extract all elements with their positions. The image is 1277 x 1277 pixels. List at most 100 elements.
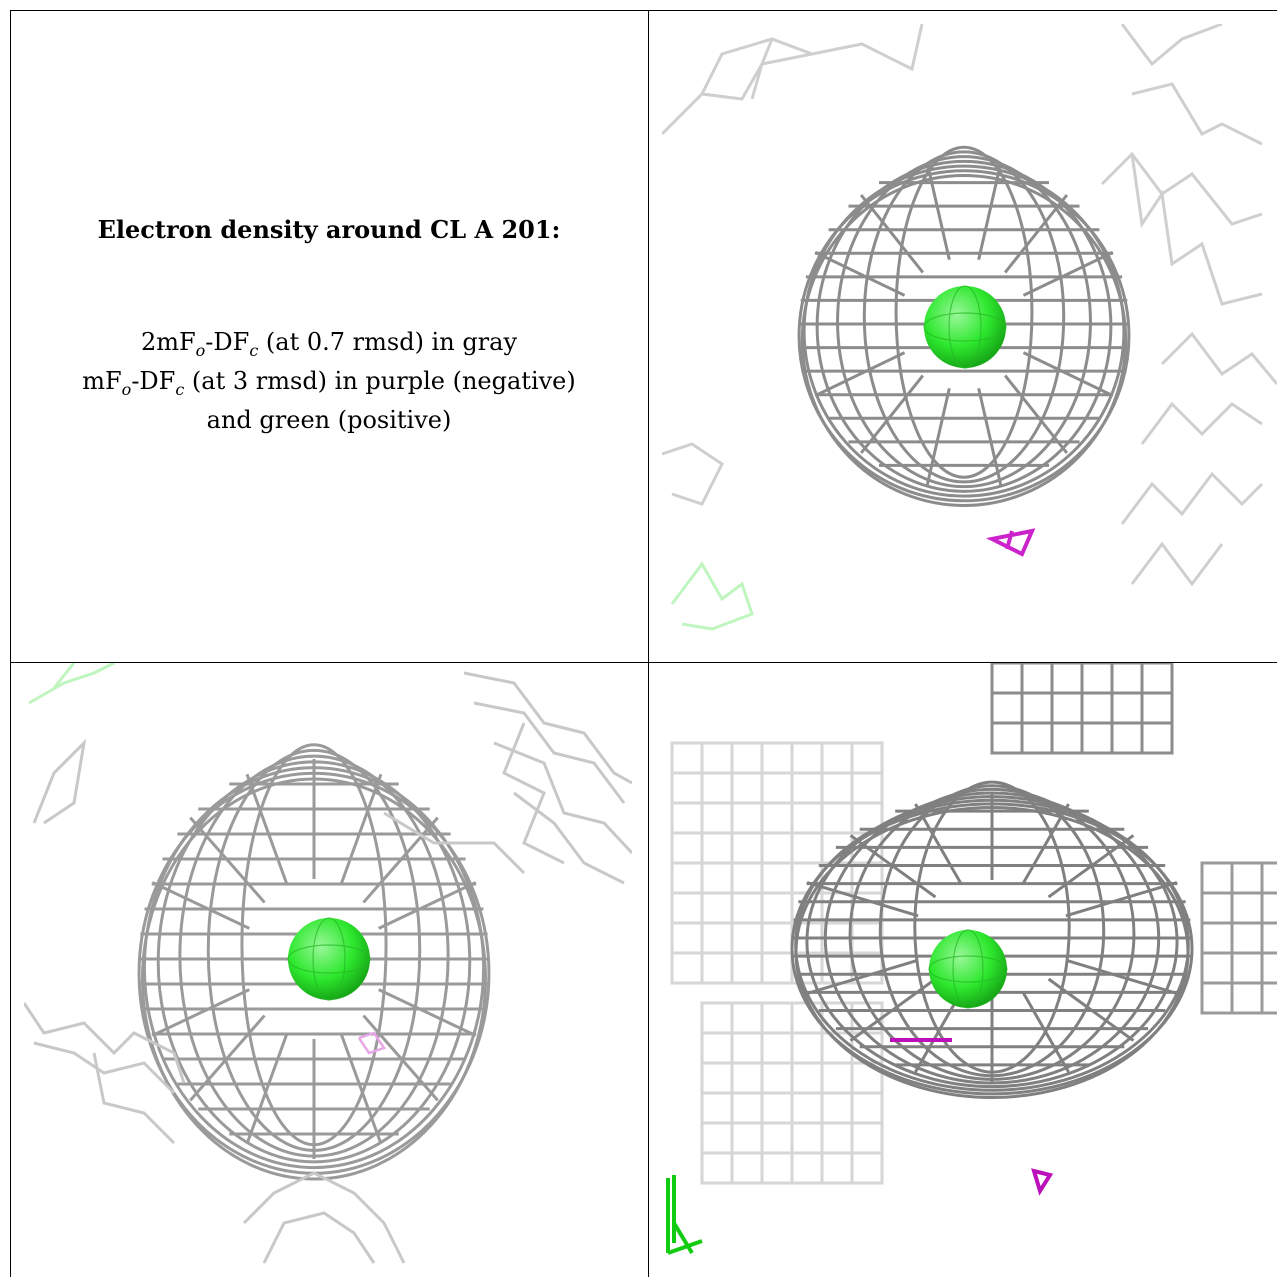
cage-strut <box>245 1032 289 1145</box>
background-grid-cell <box>760 921 794 955</box>
cage-strut <box>1022 251 1114 297</box>
density-panel-bottom-right <box>662 663 1277 1270</box>
background-grid-cell <box>700 891 734 925</box>
background-grid-cell <box>760 861 794 895</box>
background-grid-cell <box>850 1121 884 1155</box>
positive-density-bottom-right <box>666 1175 703 1255</box>
background-grid-cell <box>730 1001 764 1035</box>
positive-mesh-faint-bottom-left <box>28 663 115 705</box>
caption-line-1-sub-c: c <box>249 340 259 360</box>
cage-strut <box>189 1014 266 1102</box>
background-grid-cell <box>730 1031 764 1065</box>
background-grid-cell <box>1080 691 1114 725</box>
negative-mesh-faint-bottom-left <box>357 1031 386 1055</box>
atom-mesh-overlay-bottom-left <box>287 917 371 1001</box>
frame-middle-rule <box>648 10 649 1277</box>
density-panel-top-right <box>662 24 1277 640</box>
background-grid-cell <box>760 741 794 775</box>
mesh-svg-bottom-right <box>666 663 1277 1255</box>
mesh-svg-top-right <box>662 24 1277 631</box>
background-grid-cell <box>1020 663 1054 695</box>
background-grid-cell <box>1230 861 1264 895</box>
background-grid-cell <box>1020 691 1054 725</box>
caption-title: Electron density around CL A 201: <box>97 215 561 244</box>
background-grid-cell <box>820 1061 854 1095</box>
cage-strut <box>914 803 963 886</box>
cage-strut <box>806 958 919 995</box>
background-grid-cell <box>1140 691 1174 725</box>
background-grid-cell <box>670 861 704 895</box>
cage-strut <box>339 1032 383 1145</box>
background-grid-cell <box>700 741 734 775</box>
background-grid-cell <box>820 1121 854 1155</box>
background-grid-cell <box>790 831 824 865</box>
background-grid-cell <box>760 801 794 835</box>
background-grid-cell <box>760 1091 794 1125</box>
background-grid-cell <box>730 1121 764 1155</box>
cage-strut <box>814 351 906 397</box>
background-grid-cell <box>1230 981 1264 1015</box>
chloride-atom-top-right <box>924 286 1006 368</box>
background-grid-cell <box>790 1061 824 1095</box>
cage-strut <box>859 194 925 274</box>
background-grid-cell <box>990 721 1024 755</box>
background-grid-cell <box>1050 691 1084 725</box>
background-grid-cell <box>1140 663 1174 695</box>
cage-strut <box>849 834 937 899</box>
background-grid-cell <box>700 1091 734 1125</box>
density-cage-top-right <box>797 145 1131 507</box>
caption-cell: Electron density around CL A 201: 2mFo-D… <box>10 10 648 662</box>
background-grid-cell <box>1260 921 1277 955</box>
background-grid-cell <box>730 771 764 805</box>
cage-strut <box>1021 803 1070 886</box>
background-grid-cell <box>1110 663 1144 695</box>
background-grid-cell <box>760 1061 794 1095</box>
chloride-atom-bottom-right <box>929 930 1007 1008</box>
background-grid-cell <box>1200 891 1234 925</box>
background-grid-cell <box>1200 861 1234 895</box>
background-grid-cell <box>790 741 824 775</box>
background-grid-cell <box>700 1031 734 1065</box>
background-grid-cell <box>790 1121 824 1155</box>
background-grid-cell <box>1020 721 1054 755</box>
cage-strut <box>849 977 937 1042</box>
background-grid-cell <box>670 801 704 835</box>
negative-density-top-right <box>985 528 1036 557</box>
background-grid-cell <box>1230 951 1264 985</box>
background-grid-cell <box>730 951 764 985</box>
caption-line-1-c: -DF <box>205 328 250 356</box>
cage-strut <box>1047 977 1135 1042</box>
cage-strut <box>362 816 439 904</box>
background-grid-cell <box>820 741 854 775</box>
background-grid-cell <box>1260 891 1277 925</box>
background-grid-cell <box>670 891 704 925</box>
cage-ring <box>862 150 1066 484</box>
cage-strut <box>362 1014 439 1102</box>
background-grid-cell <box>760 1151 794 1185</box>
background-grid-cell <box>1200 951 1234 985</box>
background-grid-cell <box>820 801 854 835</box>
cage-strut <box>339 773 383 886</box>
density-panel-bottom-left <box>24 663 632 1270</box>
atom-mesh-overlay-top-right <box>923 285 1007 369</box>
background-grid-cell <box>700 771 734 805</box>
background-grid-cell <box>1260 951 1277 985</box>
background-grid-cell <box>790 771 824 805</box>
caption-line-2: mFo-DFc (at 3 rmsd) in purple (negative) <box>10 367 648 399</box>
background-grid-cell <box>700 831 734 865</box>
cage-strut <box>151 881 250 930</box>
background-grid-cell <box>850 741 884 775</box>
mesh-svg-bottom-left <box>24 663 632 1264</box>
frame-left-rule <box>10 10 11 1277</box>
background-grid-cell <box>730 831 764 865</box>
caption-line-3: and green (positive) <box>206 406 452 434</box>
background-grid-cell <box>790 1151 824 1185</box>
background-grid-cell <box>700 921 734 955</box>
background-grid-cell <box>730 891 764 925</box>
cage-strut <box>977 388 1003 486</box>
background-grid-cell <box>790 1091 824 1125</box>
background-grid-cell <box>1050 663 1084 695</box>
caption-line-2-sub-o: o <box>121 379 132 399</box>
cage-ring <box>815 159 1113 493</box>
background-grid-cell <box>990 691 1024 725</box>
